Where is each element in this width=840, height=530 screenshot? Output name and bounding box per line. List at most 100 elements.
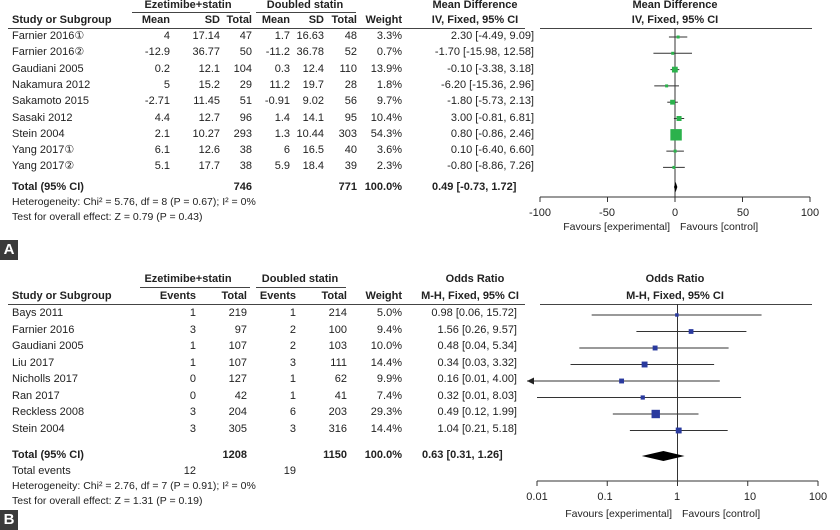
table-cell: 51 bbox=[239, 95, 252, 108]
table-cell: 316 bbox=[328, 422, 347, 435]
table-cell: 3 bbox=[189, 406, 196, 418]
group-underline bbox=[256, 12, 356, 13]
table-cell: 1 bbox=[189, 340, 196, 352]
study-marker bbox=[640, 395, 645, 400]
study-name: Nakamura 2012 bbox=[12, 78, 91, 91]
group-header-experimental: Ezetimibe+statin bbox=[144, 0, 232, 11]
table-cell: 1.56 [0.26, 9.57] bbox=[437, 323, 517, 336]
axis-tick-label: 100 bbox=[800, 207, 820, 219]
total-events-ctl: 19 bbox=[283, 465, 296, 477]
study-marker bbox=[676, 35, 680, 39]
col-header-study: Study or Subgroup bbox=[12, 290, 112, 302]
table-cell: 10.0% bbox=[370, 340, 402, 352]
table-cell: 17.14 bbox=[192, 30, 220, 42]
study-name: Yang 2017① bbox=[12, 144, 75, 157]
study-name: Stein 2004 bbox=[12, 127, 65, 140]
axis-tick-label: 0.01 bbox=[526, 491, 548, 503]
total-ci: 0.63 [0.31, 1.26] bbox=[422, 449, 503, 461]
table-cell: 204 bbox=[228, 406, 247, 418]
study-name: Stein 2004 bbox=[12, 422, 65, 435]
table-cell: 11.45 bbox=[193, 95, 220, 108]
plot-subtitle: IV, Fixed, 95% CI bbox=[631, 14, 719, 26]
col-header: Mean bbox=[141, 14, 170, 26]
axis-tick-label: -50 bbox=[599, 207, 615, 219]
col-header: IV, Fixed, 95% CI bbox=[431, 14, 519, 26]
study-marker bbox=[672, 165, 676, 169]
table-cell: 1.7 bbox=[274, 30, 290, 42]
overall-effect: Test for overall effect: Z = 1.31 (P = 0… bbox=[12, 495, 203, 507]
table-cell: 0.80 [-0.86, 2.46] bbox=[450, 127, 534, 140]
table-cell: 2 bbox=[289, 340, 296, 352]
overall-effect: Test for overall effect: Z = 0.79 (P = 0… bbox=[12, 211, 203, 223]
pooled-diamond bbox=[641, 451, 685, 461]
col-header: Weight bbox=[365, 290, 402, 302]
table-cell: 5.1 bbox=[154, 160, 170, 173]
table-cell: 1 bbox=[289, 389, 296, 402]
col-header: Total bbox=[331, 14, 357, 26]
table-cell: 3 bbox=[189, 323, 196, 336]
table-cell: 6 bbox=[283, 144, 290, 157]
table-cell: 10.4% bbox=[370, 111, 402, 124]
table-cell: 100 bbox=[328, 323, 347, 336]
table-cell: 110 bbox=[339, 62, 357, 75]
table-cell: 10.27 bbox=[192, 127, 220, 140]
study-name: Farnier 2016② bbox=[12, 46, 85, 59]
table-cell: 29 bbox=[239, 78, 252, 91]
table-cell: 4.4 bbox=[154, 111, 170, 124]
study-name: Reckless 2008 bbox=[12, 406, 85, 418]
table-cell: 48 bbox=[344, 30, 357, 42]
table-cell: 1 bbox=[289, 373, 296, 385]
study-marker bbox=[673, 149, 677, 153]
study-name: Gaudiani 2005 bbox=[12, 62, 84, 75]
table-cell: 293 bbox=[233, 127, 252, 140]
table-cell: 0.2 bbox=[154, 62, 170, 75]
study-marker bbox=[675, 427, 682, 434]
table-cell: 111 bbox=[330, 356, 347, 369]
col-header: Weight bbox=[365, 14, 402, 26]
table-cell: 3 bbox=[289, 422, 296, 435]
table-cell: 4 bbox=[163, 30, 170, 42]
ci-arrow bbox=[527, 377, 534, 385]
table-cell: -0.80 [-8.86, 7.26] bbox=[447, 160, 534, 173]
plot-title: Odds Ratio bbox=[645, 273, 705, 285]
table-cell: 36.77 bbox=[192, 46, 220, 59]
plot-subtitle: M-H, Fixed, 95% CI bbox=[626, 290, 724, 302]
table-cell: 3 bbox=[189, 422, 196, 435]
table-cell: -12.9 bbox=[144, 46, 170, 59]
table-cell: 95 bbox=[344, 111, 357, 124]
study-name: Yang 2017② bbox=[12, 160, 75, 173]
total-events-exp: 12 bbox=[183, 465, 196, 477]
total-ctl: 771 bbox=[338, 181, 357, 193]
table-cell: 103 bbox=[328, 340, 347, 352]
col-header: Mean bbox=[261, 14, 290, 26]
table-cell: 0.10 [-6.40, 6.60] bbox=[450, 144, 534, 157]
table-cell: 28 bbox=[344, 78, 357, 91]
table-cell: 0.32 [0.01, 8.03] bbox=[437, 389, 517, 402]
table-cell: 42 bbox=[234, 389, 247, 402]
favours-right: Favours [control] bbox=[680, 221, 759, 233]
table-cell: 1 bbox=[189, 356, 196, 369]
col-header: Events bbox=[259, 290, 296, 302]
total-weight: 100.0% bbox=[364, 449, 402, 461]
table-cell: 1 bbox=[189, 307, 196, 319]
effect-title: Mean Difference bbox=[432, 0, 518, 11]
table-cell: 40 bbox=[344, 144, 357, 157]
table-cell: 41 bbox=[334, 389, 347, 402]
header-rule bbox=[8, 28, 525, 29]
study-name: Ran 2017 bbox=[12, 389, 60, 402]
table-cell: 2.3% bbox=[376, 160, 402, 173]
table-cell: 29.3% bbox=[370, 406, 402, 418]
study-marker bbox=[676, 116, 682, 121]
plot-title: Mean Difference bbox=[632, 0, 718, 11]
axis-tick-label: -100 bbox=[528, 207, 552, 219]
table-cell: 38 bbox=[239, 160, 252, 173]
table-cell: 39 bbox=[344, 160, 357, 173]
table-cell: 7.4% bbox=[376, 389, 402, 402]
table-cell: 14.1 bbox=[302, 111, 324, 124]
effect-title: Odds Ratio bbox=[445, 273, 505, 285]
table-cell: 0.16 [0.01, 4.00] bbox=[437, 373, 517, 385]
table-cell: 11.2 bbox=[269, 78, 290, 91]
table-cell: 3.6% bbox=[376, 144, 402, 157]
study-name: Nicholls 2017 bbox=[12, 373, 79, 385]
